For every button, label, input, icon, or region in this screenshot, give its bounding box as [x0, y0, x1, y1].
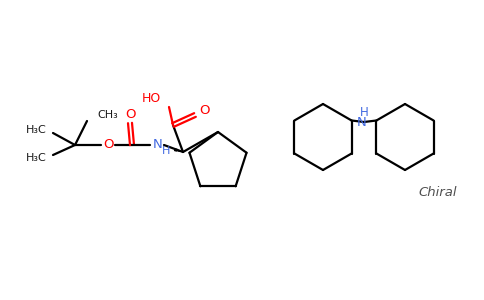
Text: O: O — [103, 139, 113, 152]
Text: Chiral: Chiral — [419, 185, 457, 199]
Text: N: N — [357, 116, 367, 128]
Text: H₃C: H₃C — [26, 125, 47, 135]
Text: O: O — [200, 104, 210, 118]
Text: HO: HO — [142, 92, 161, 106]
Text: CH₃: CH₃ — [97, 110, 118, 120]
Text: H: H — [360, 106, 368, 119]
Text: N: N — [153, 139, 163, 152]
Text: H: H — [162, 146, 170, 156]
Text: O: O — [125, 109, 135, 122]
Text: H₃C: H₃C — [26, 153, 47, 163]
